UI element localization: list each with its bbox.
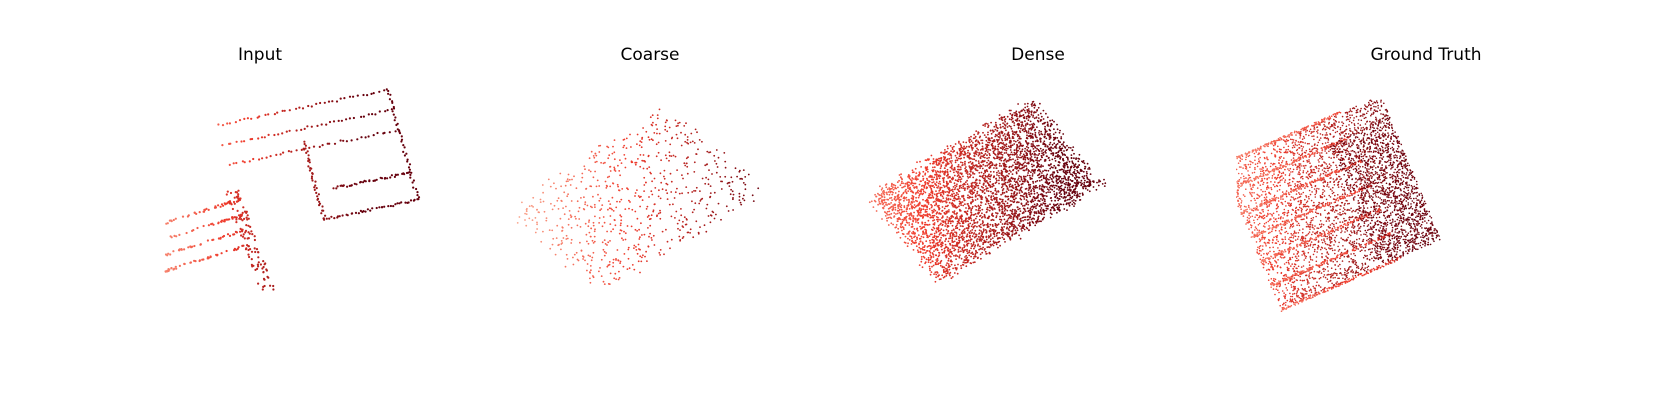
panel-input: Input — [70, 0, 450, 419]
panel-title-dense: Dense — [1011, 45, 1065, 65]
panel-dense: Dense — [848, 0, 1228, 419]
panel-coarse: Coarse — [460, 0, 840, 419]
point-cloud-ground-truth — [1236, 99, 1441, 313]
point-cloud-coarse — [516, 108, 760, 285]
panel-ground-truth: Ground Truth — [1236, 0, 1616, 419]
panel-title-ground-truth: Ground Truth — [1370, 45, 1482, 65]
point-cloud-input — [164, 88, 421, 291]
panel-title-input: Input — [237, 45, 283, 65]
panel-title-coarse: Coarse — [620, 45, 680, 65]
point-cloud-dense — [868, 100, 1107, 283]
